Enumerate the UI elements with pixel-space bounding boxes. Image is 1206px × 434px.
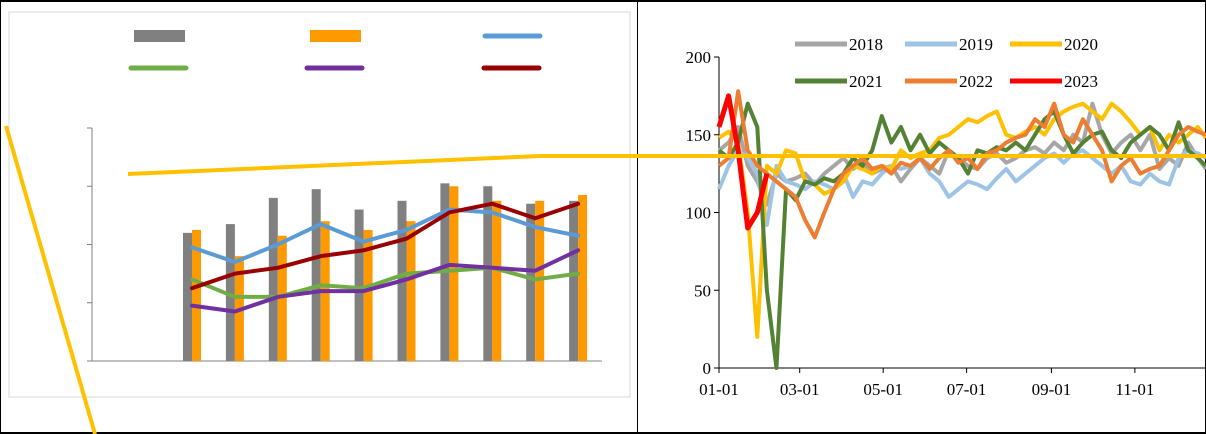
right-y-tick-label: 150 <box>686 126 712 145</box>
right-y-tick-label: 50 <box>694 281 711 300</box>
right-series-line-2022 <box>717 89 1206 240</box>
left-bar <box>449 186 459 361</box>
right-series-line-2023 <box>716 93 770 231</box>
left-series-line <box>190 201 581 291</box>
right-lines <box>716 89 1206 370</box>
right-x-tick-label: 03-01 <box>780 380 820 399</box>
right-legend-label: 2021 <box>849 72 883 91</box>
right-chart: 0 50 100 150 200 01-01 03-01 05-01 07-01 09-01 11-… <box>686 35 1206 399</box>
callout-line-diagonal <box>4 125 97 434</box>
left-bar <box>268 197 278 361</box>
right-y-tick-label: 100 <box>686 204 712 223</box>
right-x-tick-label: 05-01 <box>863 380 903 399</box>
right-legend-label: 2019 <box>959 35 993 54</box>
right-legend-label: 2023 <box>1064 72 1098 91</box>
right-x-tick-label: 07-01 <box>947 380 987 399</box>
right-x-tick-label: 01-01 <box>699 380 739 399</box>
left-series-line <box>190 265 581 299</box>
left-chart-area <box>8 11 631 398</box>
left-bar <box>363 229 373 361</box>
left-bar <box>483 186 493 361</box>
left-bar <box>535 200 545 361</box>
right-y-tick-label: 200 <box>686 48 712 67</box>
right-series-line-2021 <box>717 101 1206 370</box>
right-x-tick-label: 11-01 <box>1115 380 1154 399</box>
left-bar <box>578 194 588 361</box>
right-legend-label: 2018 <box>849 35 883 54</box>
left-chart <box>87 30 602 362</box>
right-legend: 2018 2019 2020 2021 2022 2023 <box>795 35 1098 91</box>
callout-overlay <box>4 125 1206 434</box>
left-bar <box>192 229 201 361</box>
right-y-tick-label: 0 <box>703 359 712 378</box>
left-legend-swatch <box>134 30 185 42</box>
right-x-tick-label: 09-01 <box>1032 380 1072 399</box>
right-series-line-2020 <box>717 101 1206 339</box>
left-bar <box>311 189 321 361</box>
callout-line-connector <box>127 154 541 176</box>
left-lines <box>190 201 581 314</box>
left-bar <box>569 200 579 361</box>
right-legend-label: 2022 <box>959 72 993 91</box>
right-legend-label: 2020 <box>1064 35 1098 54</box>
left-bar <box>225 224 235 361</box>
left-bar <box>183 232 192 361</box>
left-bar <box>526 203 536 361</box>
left-bar <box>406 221 416 361</box>
left-bar <box>354 209 364 361</box>
left-bar <box>277 235 287 361</box>
right-panel-frame <box>637 0 1206 434</box>
left-axes <box>87 127 602 362</box>
left-legend-swatch <box>310 30 361 42</box>
left-bar <box>492 200 502 361</box>
left-series-line <box>190 248 581 314</box>
right-axes: 0 50 100 150 200 01-01 03-01 05-01 07-01 09-01 11-… <box>686 48 1206 399</box>
left-series-line <box>190 207 581 264</box>
left-legend <box>128 30 543 71</box>
